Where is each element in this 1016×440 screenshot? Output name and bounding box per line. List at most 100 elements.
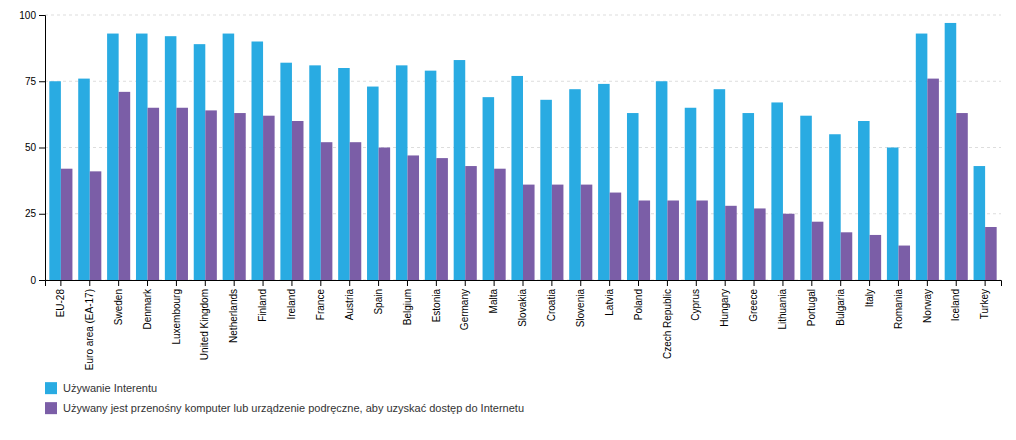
- bar: [309, 65, 321, 280]
- bar-series: [49, 23, 985, 280]
- x-tick-label: Austria: [344, 289, 355, 321]
- x-tick: Hungary: [719, 280, 730, 327]
- bar: [292, 121, 304, 280]
- x-tick: Sweden: [113, 280, 124, 325]
- y-tick: 50: [25, 142, 45, 153]
- bar: [523, 185, 535, 280]
- y-axis-line: [39, 16, 46, 281]
- bar: [552, 185, 564, 280]
- x-tick: Lithuania: [777, 280, 788, 330]
- bar: [205, 110, 217, 280]
- x-tick: Latvia: [604, 280, 615, 316]
- y-tick-mark: [39, 214, 45, 215]
- grid: [45, 15, 1001, 280]
- x-tick: Malta: [488, 280, 499, 313]
- bar: [841, 232, 853, 280]
- x-tick-label: Croatia: [546, 289, 557, 322]
- y-tick: 0: [30, 275, 45, 286]
- x-tick-label: Malta: [488, 289, 499, 314]
- bar: [454, 60, 466, 280]
- legend-item: Używany jest przenośny komputer lub urzą…: [45, 402, 524, 414]
- x-tick: Luxembourg: [171, 280, 182, 345]
- bar: [667, 201, 679, 281]
- y-tick: 100: [19, 10, 45, 21]
- x-tick: Poland: [633, 280, 644, 320]
- bar: [800, 116, 812, 280]
- x-tick-label: Cyprus: [690, 289, 701, 321]
- x-tick: Turkey: [979, 280, 990, 319]
- y-axis: 0255075100: [19, 10, 45, 286]
- bar: [898, 246, 910, 280]
- bar: [540, 100, 552, 280]
- x-tick: Austria: [344, 280, 355, 320]
- bar: [870, 235, 882, 280]
- bar: [165, 36, 177, 280]
- bars: [49, 23, 996, 280]
- x-tick-label: Estonia: [431, 289, 442, 323]
- x-tick: Iceland: [950, 280, 961, 321]
- legend: Używanie InterentuUżywany jest przenośny…: [45, 382, 524, 414]
- bar: [148, 108, 160, 280]
- y-tick: 75: [25, 76, 45, 87]
- bar: [569, 89, 581, 280]
- bar: [887, 148, 899, 281]
- legend-swatch: [45, 382, 57, 394]
- x-tick: United Kingdom: [199, 280, 210, 360]
- bar: [425, 71, 437, 280]
- bar: [743, 113, 755, 280]
- x-tick-label: Finland: [257, 289, 268, 322]
- x-tick-mark: [60, 280, 61, 286]
- x-tick-mark: [956, 280, 957, 286]
- bar: [610, 193, 622, 280]
- bar: [107, 34, 119, 280]
- bar: [49, 81, 61, 280]
- x-tick-mark: [378, 280, 379, 286]
- y-tick-mark: [39, 81, 45, 82]
- x-tick-label: Greece: [748, 289, 759, 322]
- bar: [176, 108, 188, 280]
- x-tick-mark: [320, 280, 321, 286]
- x-axis-line: [46, 281, 1002, 287]
- x-tick-mark: [349, 280, 350, 286]
- x-tick: Euro area (EA-17): [84, 280, 95, 370]
- x-tick-label: Luxembourg: [171, 289, 182, 345]
- x-tick-label: Poland: [633, 289, 644, 320]
- bar: [263, 116, 275, 280]
- bar: [407, 155, 419, 280]
- x-tick: Ireland: [286, 280, 297, 320]
- x-tick-label: Turkey: [979, 289, 990, 319]
- x-tick: Romania: [893, 280, 904, 329]
- x-tick-mark: [667, 280, 668, 286]
- x-tick-mark: [291, 280, 292, 286]
- bar: [725, 206, 737, 280]
- bar: [367, 87, 379, 280]
- grid-line: [45, 15, 1001, 16]
- x-tick-mark: [609, 280, 610, 286]
- x-tick-label: Denmark: [142, 288, 153, 330]
- bar: [945, 23, 957, 280]
- x-tick-label: Norway: [922, 289, 933, 323]
- bar: [338, 68, 350, 280]
- x-tick: Finland: [257, 280, 268, 322]
- bar: [321, 142, 333, 280]
- x-tick-label: France: [315, 289, 326, 321]
- bar: [465, 166, 477, 280]
- x-tick-mark: [176, 280, 177, 286]
- bar: [812, 222, 824, 280]
- x-tick: Czech Republic: [662, 280, 673, 359]
- x-tick: Italy: [864, 280, 875, 307]
- x-tick-mark: [898, 280, 899, 286]
- bar: [985, 227, 997, 280]
- bar: [974, 166, 986, 280]
- bar: [483, 97, 495, 280]
- x-tick-label: Italy: [864, 289, 875, 307]
- x-tick-label: Iceland: [950, 289, 961, 321]
- x-tick-label: Netherlands: [228, 289, 239, 343]
- bar: [956, 113, 968, 280]
- bar: [252, 42, 264, 281]
- y-tick-label: 50: [25, 142, 37, 153]
- x-tick-mark: [696, 280, 697, 286]
- bar: [61, 169, 73, 280]
- plot: 0255075100EU-28Euro area (EA-17)SwedenDe…: [19, 10, 1001, 370]
- x-tick: Slovakia: [517, 280, 528, 327]
